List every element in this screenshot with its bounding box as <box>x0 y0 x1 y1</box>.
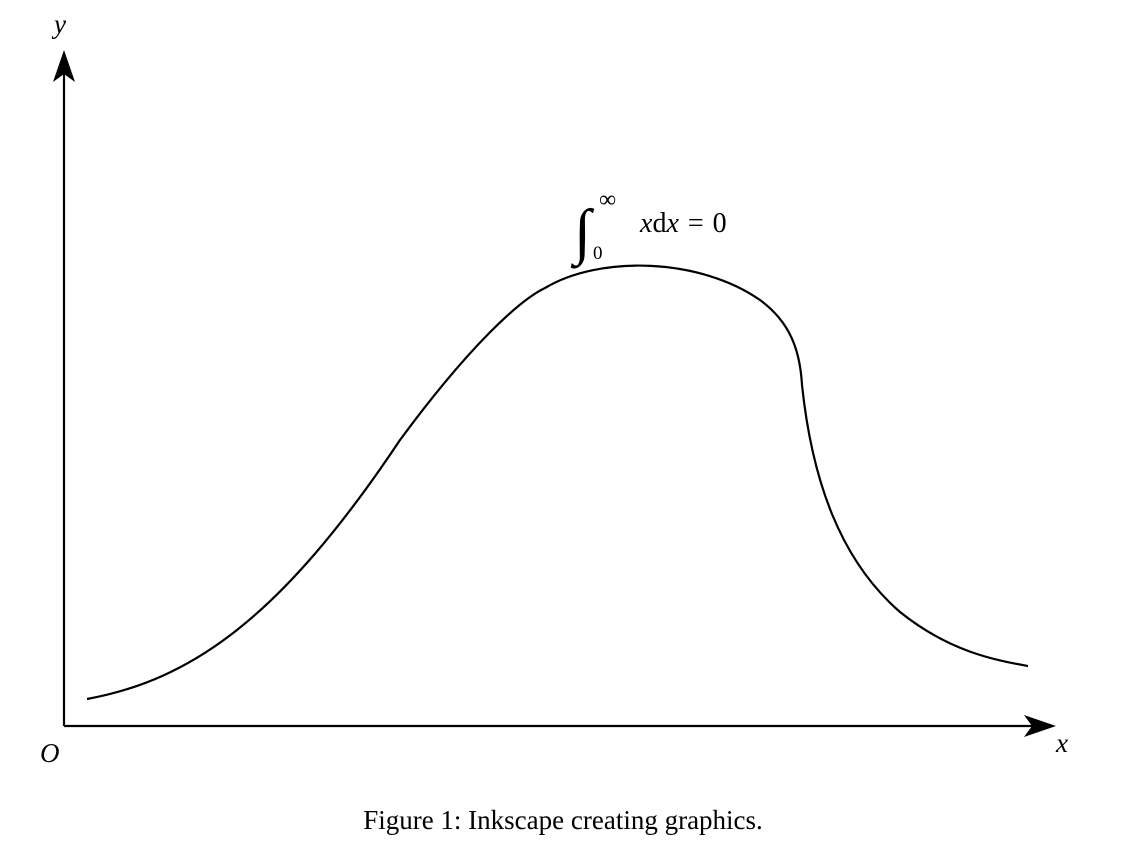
integral-upper-limit: ∞ <box>599 187 616 213</box>
y-axis-arrowhead <box>53 50 75 82</box>
figure-caption: Figure 1: Inkscape creating graphics. <box>363 805 763 835</box>
differential-d: d <box>652 208 666 239</box>
integral-annotation: ∫ ∞ 0 xdx = 0 <box>570 187 727 269</box>
y-axis-label: y <box>51 9 66 39</box>
x-axis-label: x <box>1055 728 1068 758</box>
integral-lower-limit: 0 <box>593 243 603 264</box>
integral-result: 0 <box>713 208 727 239</box>
origin-label: O <box>40 738 60 768</box>
curve <box>86 264 1029 701</box>
diagram-figure: O x y ∫ ∞ 0 xdx = 0 <box>40 9 1068 768</box>
differential-variable: x <box>665 208 679 239</box>
x-axis-arrowhead <box>1024 715 1056 737</box>
integrand-variable: x <box>639 208 653 239</box>
integral-sign: ∫ <box>570 198 595 269</box>
integral-expression: xdx = 0 <box>639 208 727 239</box>
equals-sign: = <box>688 208 704 239</box>
